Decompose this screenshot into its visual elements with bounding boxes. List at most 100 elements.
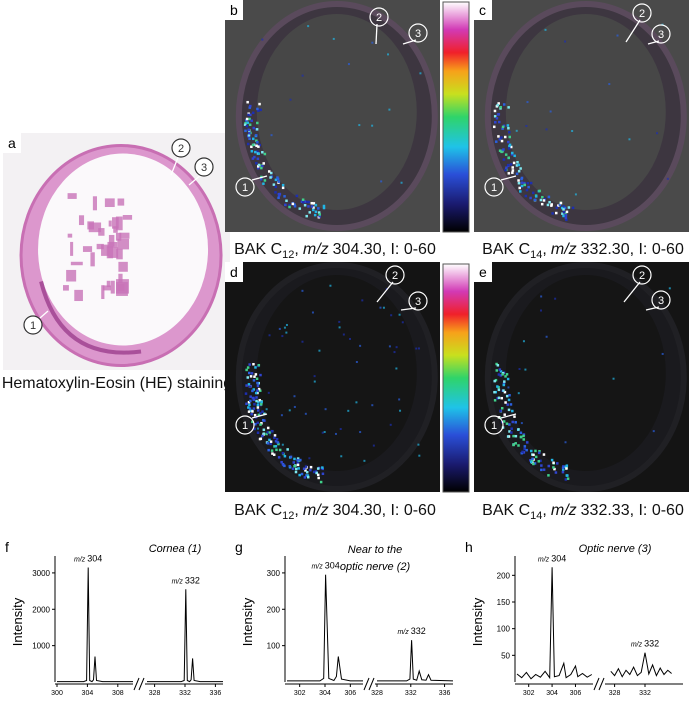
colorbar [442,1,470,233]
signal-pixel [531,457,534,461]
signal-pixel [339,428,342,431]
marker-circle [651,24,671,44]
signal-pixel [247,113,250,117]
tissue-fragment [82,246,93,252]
signal-pixel [530,459,534,462]
signal-pixel [289,455,293,459]
signal-pixel [263,179,267,182]
signal-pixel [305,200,309,204]
signal-pixel [502,389,505,392]
signal-pixel [276,176,279,179]
marker-circle [408,291,428,311]
signal-pixel [520,422,523,425]
signal-pixel [256,427,259,430]
signal-pixel [513,415,516,418]
caption-part: BAK C [482,241,530,258]
signal-pixel [507,408,511,412]
signal-pixel [256,141,259,144]
signal-pixel [308,211,311,214]
signal-pixel [493,399,497,402]
signal-pixel [270,430,274,433]
signal-pixel [291,202,295,206]
signal-pixel [255,377,259,380]
signal-pixel [512,443,515,447]
signal-pixel [263,152,267,156]
signal-pixel [533,198,537,202]
signal-pixel [390,314,393,317]
signal-pixel [537,460,541,463]
signal-pixel [313,375,316,378]
signal-pixel [495,369,499,372]
signal-pixel [507,106,510,109]
signal-pixel [257,109,260,112]
caption-part: , [542,241,546,258]
signal-pixel [532,462,535,466]
signal-pixel [288,203,291,207]
signal-pixel [372,444,375,447]
signal-pixel [251,410,254,413]
tissue-fragment [117,198,125,206]
signal-pixel [306,474,310,477]
signal-pixel [312,206,315,209]
marker-pointer [251,413,268,419]
signal-pixel [507,126,510,130]
signal-pixel [317,211,321,214]
signal-pixel [254,422,257,426]
marker-pointer [188,173,203,186]
signal-pixel [257,409,260,412]
signal-pixel [253,427,256,431]
signal-pixel [497,388,501,392]
signal-pixel [498,138,502,141]
signal-pixel [277,196,280,200]
signal-pixel [493,390,496,394]
signal-pixel [503,135,507,139]
signal-pixel [501,127,504,130]
caption-part: BAK C [234,502,282,519]
signal-pixel [319,480,323,484]
signal-pixel [371,404,374,407]
signal-pixel [314,210,318,214]
spectrum-line [516,567,593,680]
signal-pixel [418,454,421,457]
signal-pixel [523,447,526,451]
signal-pixel [252,362,255,366]
tissue-fragment [115,232,122,241]
signal-pixel [502,382,506,385]
x-tick-label: 328 [149,690,161,697]
signal-pixel [321,466,324,469]
caption-part: 14 [530,249,542,261]
signal-pixel [506,124,510,127]
signal-pixel [522,433,526,436]
marker-pointer [251,175,268,181]
signal-pixel [534,195,538,198]
signal-pixel [628,138,631,141]
marker-label: 3 [415,28,421,40]
caption-part: , [542,502,546,519]
marker-label: 2 [639,270,645,282]
tissue-fragment [96,243,104,250]
signal-pixel [310,205,314,208]
signal-pixel [305,470,309,474]
signal-pixel [501,125,505,129]
signal-pixel [256,157,260,161]
signal-pixel [291,467,295,471]
marker-pointer [376,281,394,303]
signal-pixel [517,179,520,182]
marker-label: 1 [491,182,497,194]
signal-pixel [274,178,278,182]
image-panel: a 1 2 3 [3,133,230,370]
signal-pixel [512,434,515,438]
signal-pixel [252,407,256,410]
marker-circle [651,290,671,310]
signal-pixel [283,195,286,198]
signal-pixel [245,125,249,128]
panel-letter: d [230,264,238,280]
signal-pixel [504,168,507,172]
marker-circle [235,177,255,197]
y-tick-label: 3000 [32,569,50,578]
signal-pixel [502,383,506,387]
tissue-fragment [67,193,77,199]
peak-label-unit: m/z [74,556,86,563]
signal-pixel [563,206,567,210]
